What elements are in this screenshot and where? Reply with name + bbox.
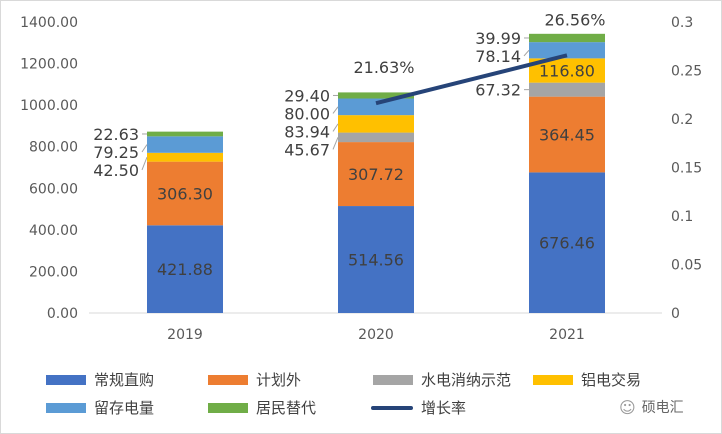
growth-label: 26.56% [544, 10, 605, 29]
bar-segment [147, 152, 223, 162]
data-label: 78.14 [475, 47, 521, 66]
data-label: 29.40 [284, 86, 330, 105]
bar-segment [338, 92, 414, 99]
data-label: 514.56 [348, 251, 404, 270]
bar-segment [338, 206, 414, 313]
legend-swatch [371, 405, 413, 410]
legend-swatch [46, 402, 86, 413]
growth-rate-line [375, 53, 568, 106]
y-tick-label: 800.00 [29, 140, 78, 156]
y2-tick-label: 0 [671, 306, 680, 322]
legend-item: 计划外 [208, 369, 301, 390]
legend-label: 计划外 [256, 371, 302, 389]
y2-tick-label: 0.25 [671, 64, 702, 80]
label-leader [332, 123, 339, 132]
legend-label: 铝电交易 [581, 371, 642, 389]
legend-swatch [373, 374, 413, 385]
bar-segment [529, 172, 605, 313]
legend-item: 铝电交易 [533, 369, 641, 390]
bar-segment [529, 33, 605, 43]
bar-segment [147, 131, 223, 137]
bar-segment [338, 142, 414, 207]
legend-swatch [208, 374, 248, 385]
data-label: 676.46 [539, 234, 595, 253]
y-tick-label: 600.00 [29, 181, 78, 197]
growth-label: 21.63% [353, 58, 414, 77]
legend-item: 常规直购 [46, 369, 154, 390]
legend-swatch [533, 374, 573, 385]
bar-segment [529, 96, 605, 173]
data-label: 39.99 [475, 29, 521, 48]
data-label: 307.72 [348, 165, 404, 184]
data-label: 364.45 [539, 126, 595, 145]
label-leader [523, 49, 530, 57]
bar-segment [147, 225, 223, 313]
bar-segment [147, 136, 223, 153]
y-tick-label: 0.00 [47, 306, 78, 322]
data-label: 83.94 [284, 122, 330, 141]
legend-swatch [208, 402, 248, 413]
data-label: 421.88 [157, 260, 213, 279]
y2-tick-label: 0.05 [671, 258, 702, 274]
legend-item: 留存电量 [46, 397, 154, 418]
y2-tick-label: 0.3 [671, 15, 693, 31]
y-tick-label: 1000.00 [20, 98, 78, 114]
label-leader [141, 144, 148, 153]
wechat-icon: ☺ [619, 397, 636, 417]
legend-label: 居民替代 [256, 399, 317, 417]
label-leader [332, 106, 339, 114]
data-label: 22.63 [93, 125, 139, 144]
bar-segment [338, 132, 414, 143]
y2-tick-label: 0.15 [671, 161, 702, 177]
bar-segment [338, 115, 414, 133]
label-leader [141, 157, 148, 171]
legend-label: 留存电量 [94, 399, 155, 417]
bar-segment [529, 42, 605, 59]
legend-item: 增长率 [371, 397, 466, 418]
y-tick-label: 400.00 [29, 223, 78, 239]
data-label: 306.30 [157, 184, 213, 203]
bar-segment [338, 98, 414, 116]
legend-item: 水电消纳示范 [373, 369, 511, 390]
legend-swatch [46, 374, 86, 385]
data-label: 80.00 [284, 104, 330, 123]
y2-tick-label: 0.1 [671, 209, 693, 225]
label-leader [332, 137, 339, 150]
y-tick-label: 1200.00 [20, 57, 78, 73]
y-tick-label: 200.00 [29, 264, 78, 280]
data-label: 67.32 [475, 81, 521, 100]
bar-segment [147, 161, 223, 226]
data-label: 45.67 [284, 140, 330, 159]
y2-tick-label: 0.2 [671, 112, 693, 128]
x-tick-label: 2021 [549, 327, 585, 343]
legend-label: 水电消纳示范 [421, 371, 512, 389]
y-tick-label: 1400.00 [20, 15, 78, 31]
chart-plot: 0.00 200.00 400.00 600.00 800.00 1000.00 1200.… [20, 10, 702, 343]
data-label: 79.25 [93, 143, 139, 162]
legend-label: 增长率 [421, 399, 467, 417]
x-tick-label: 2019 [167, 327, 203, 343]
x-tick-label: 2020 [358, 327, 394, 343]
bar-segment [529, 82, 605, 97]
legend-item: 居民替代 [208, 397, 316, 418]
watermark: ☺ 硕电汇 [619, 397, 684, 417]
legend-label: 常规直购 [94, 371, 155, 389]
data-label: 116.80 [539, 62, 595, 81]
data-label: 42.50 [93, 161, 139, 180]
